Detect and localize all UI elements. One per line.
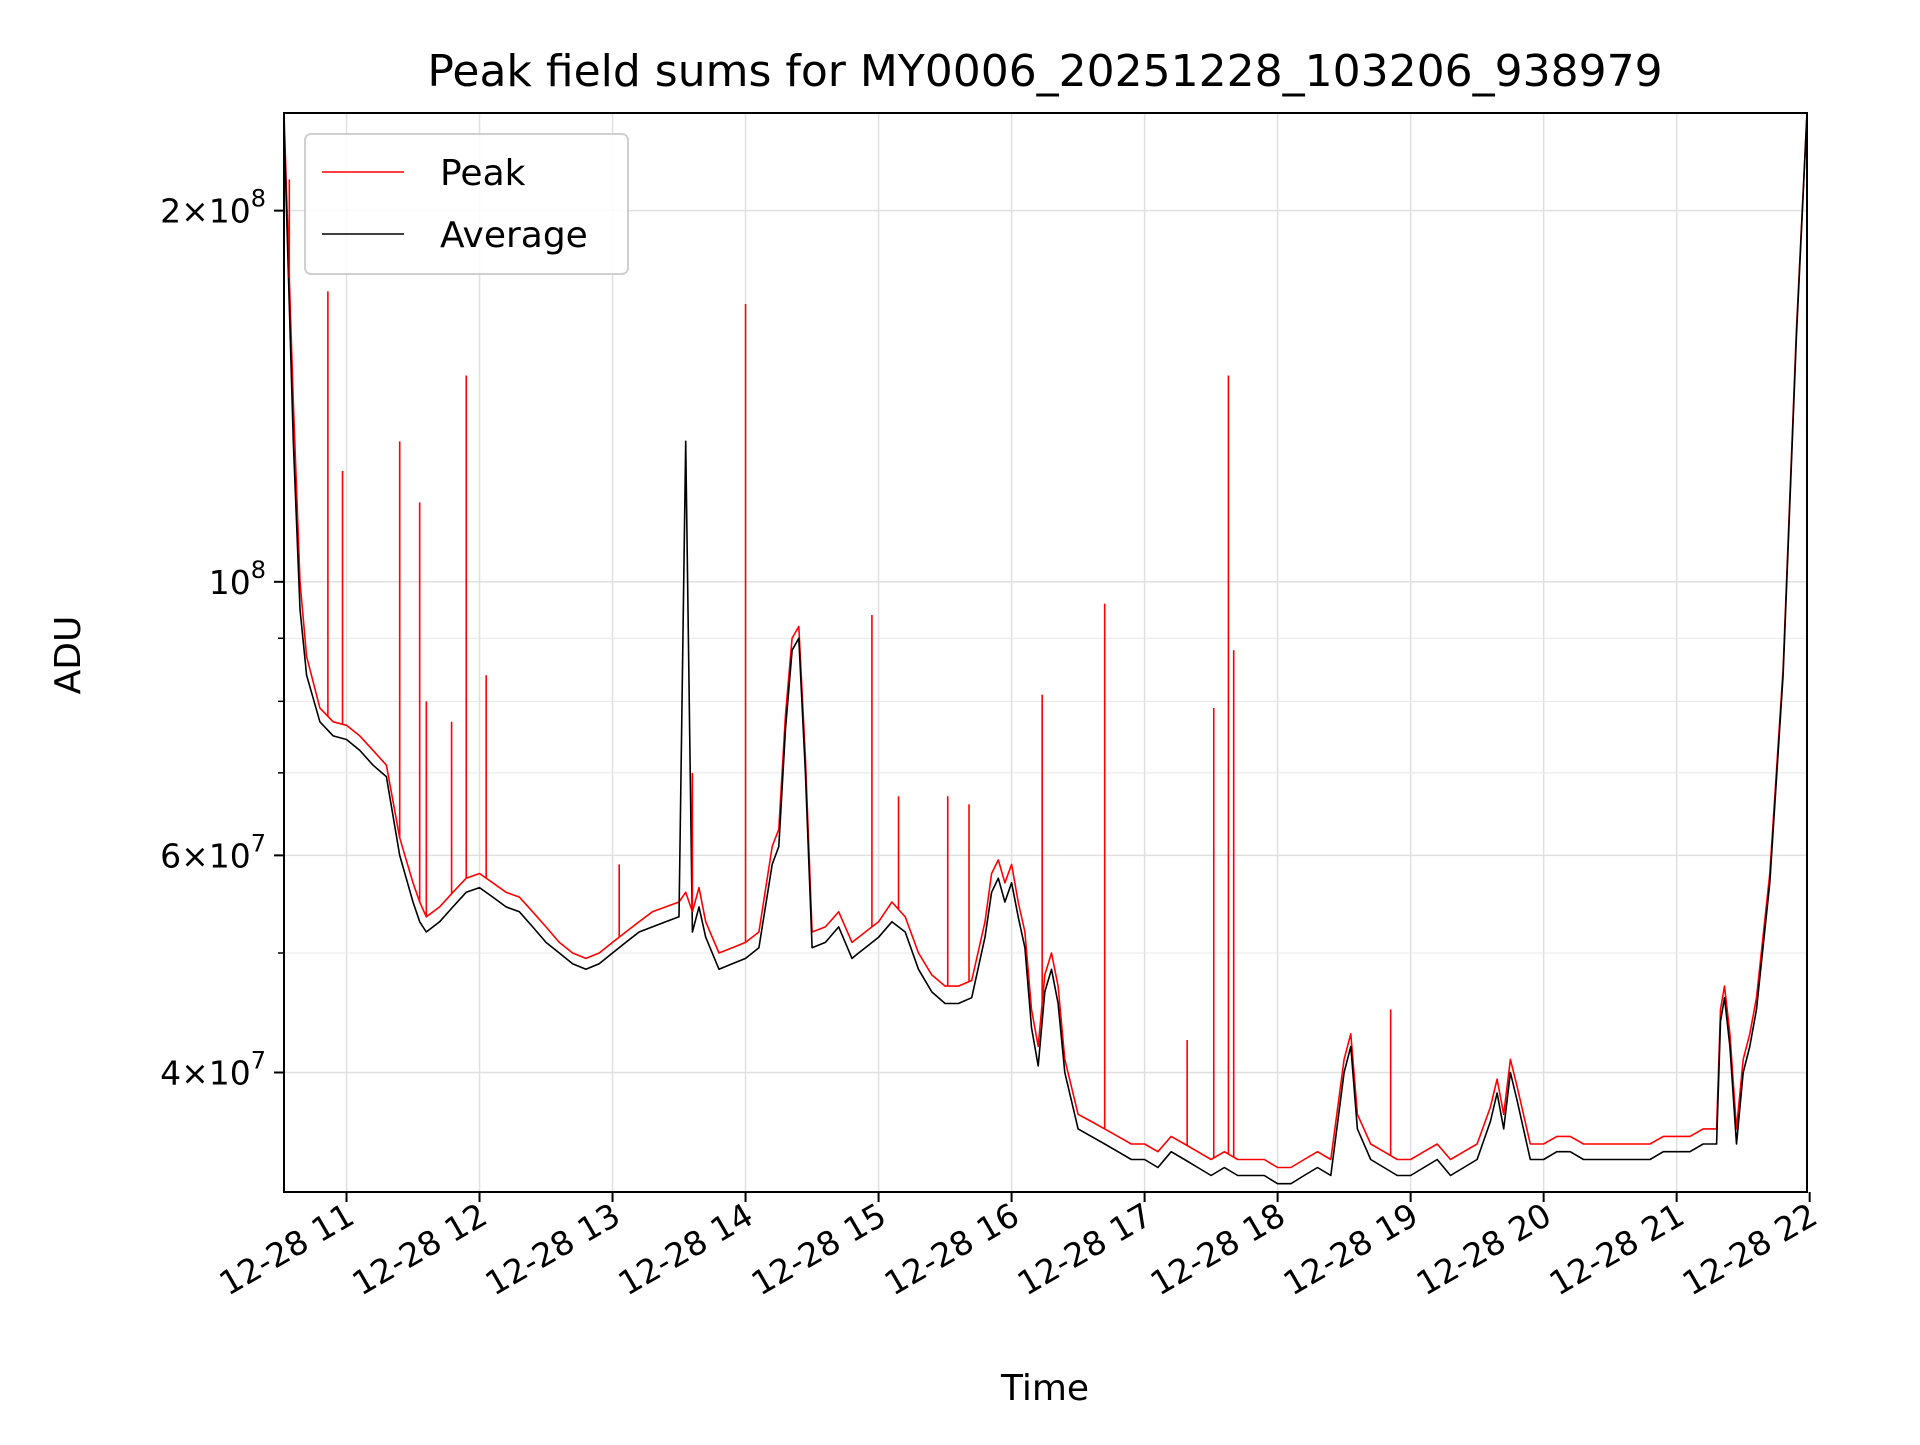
y-tick-exponent: 7: [251, 829, 266, 857]
y-tick-base: 2×10: [160, 192, 251, 231]
grid-layer: [284, 113, 1807, 1192]
series-line-peak: [284, 113, 1807, 1169]
y-axis-label: ADU: [48, 616, 89, 695]
plot-frame: [283, 112, 1808, 1193]
y-tick-label: 4×107: [160, 1047, 266, 1093]
series-layer: [284, 113, 1807, 1185]
legend: Peak Average: [304, 133, 629, 275]
y-tick-base: 10: [209, 563, 251, 602]
legend-label-average: Average: [440, 215, 588, 256]
chart-title: Peak field sums for MY0006_20251228_1032…: [427, 46, 1662, 97]
y-tick-label: 2×108: [160, 185, 266, 231]
y-tick-label: 108: [209, 556, 266, 602]
y-tick-base: 6×10: [160, 836, 251, 875]
y-tick-exponent: 8: [251, 556, 266, 584]
y-tick-base: 4×10: [160, 1054, 251, 1093]
legend-label-peak: Peak: [440, 153, 526, 194]
series-line-average: [284, 113, 1807, 1185]
y-tick-label: 6×107: [160, 829, 266, 875]
series-clip-group: [284, 113, 1807, 1185]
x-axis-label: Time: [1000, 1368, 1089, 1409]
y-tick-exponent: 8: [251, 185, 266, 213]
y-tick-exponent: 7: [251, 1047, 266, 1075]
legend-box: [304, 133, 629, 275]
